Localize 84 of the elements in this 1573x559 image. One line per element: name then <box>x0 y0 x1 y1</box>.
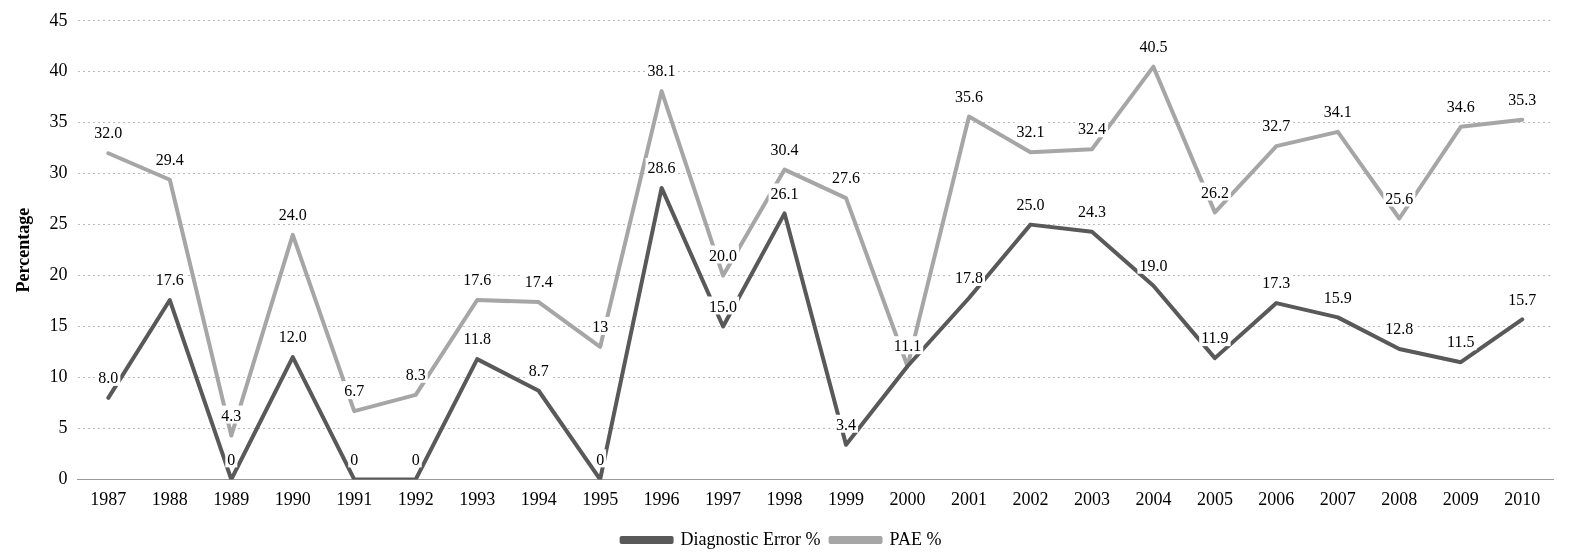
data-label: 13 <box>592 318 609 336</box>
data-label: 24.0 <box>278 206 307 224</box>
data-label: 6.7 <box>344 382 365 400</box>
data-label: 27.6 <box>832 169 861 187</box>
data-label: 11.8 <box>463 330 491 348</box>
data-label: 17.3 <box>1262 274 1291 292</box>
data-label: 24.3 <box>1077 202 1106 220</box>
y-tick-label: 5 <box>58 417 68 438</box>
x-tick-label: 1987 <box>90 488 127 509</box>
data-label: 35.6 <box>954 87 983 105</box>
data-label: 32.7 <box>1262 117 1291 135</box>
data-label: 34.6 <box>1446 97 1475 115</box>
x-tick-label: 2003 <box>1073 488 1110 509</box>
x-tick-label: 2000 <box>889 488 926 509</box>
y-tick-label: 30 <box>49 162 68 183</box>
data-label: 40.5 <box>1139 37 1168 55</box>
data-label: 11.5 <box>1447 333 1475 351</box>
x-tick-label: 2006 <box>1258 488 1295 509</box>
x-tick-label: 1996 <box>643 488 680 509</box>
x-tick-label: 1992 <box>397 488 434 509</box>
data-label: 28.6 <box>647 159 676 177</box>
x-tick-label: 1999 <box>828 488 865 509</box>
data-label: 17.8 <box>954 269 983 287</box>
data-label: 17.6 <box>155 271 184 289</box>
x-tick-label: 1988 <box>151 488 188 509</box>
data-label: 0 <box>411 450 420 468</box>
legend-label: PAE % <box>889 528 942 549</box>
y-tick-label: 20 <box>49 264 68 285</box>
data-label: 29.4 <box>155 150 184 168</box>
x-tick-label: 2002 <box>1012 488 1049 509</box>
y-tick-label: 15 <box>49 315 68 336</box>
data-label: 35.3 <box>1508 90 1537 108</box>
x-tick-label: 2001 <box>950 488 987 509</box>
data-label: 32.1 <box>1016 123 1045 141</box>
x-tick-label: 2010 <box>1504 488 1541 509</box>
data-label: 8.3 <box>405 366 426 384</box>
x-tick-label: 1991 <box>336 488 373 509</box>
data-label: 4.3 <box>221 406 242 424</box>
x-tick-label: 1994 <box>520 488 557 509</box>
x-tick-label: 1993 <box>459 488 496 509</box>
data-label: 12.0 <box>278 328 307 346</box>
y-tick-label: 0 <box>58 468 68 489</box>
y-tick-label: 35 <box>49 111 68 132</box>
data-label: 19.0 <box>1139 256 1168 274</box>
x-tick-label: 2009 <box>1442 488 1479 509</box>
data-label: 15.7 <box>1508 290 1537 308</box>
data-label: 32.4 <box>1077 120 1106 138</box>
legend-label: Diagnostic Error % <box>680 528 821 549</box>
data-label: 26.1 <box>770 184 799 202</box>
y-tick-label: 25 <box>49 213 68 234</box>
x-tick-label: 1998 <box>766 488 803 509</box>
x-tick-label: 1997 <box>705 488 742 509</box>
data-label: 20.0 <box>709 246 738 264</box>
x-tick-label: 1995 <box>582 488 619 509</box>
y-axis-title: Percentage <box>13 207 34 293</box>
data-label: 34.1 <box>1323 103 1352 121</box>
x-tick-label: 2008 <box>1381 488 1418 509</box>
data-label: 11.1 <box>893 337 922 355</box>
data-label: 25.0 <box>1016 195 1045 213</box>
data-label: 38.1 <box>647 62 676 80</box>
data-label: 0 <box>227 450 236 468</box>
data-label: 8.0 <box>98 369 119 387</box>
data-label: 25.6 <box>1385 189 1414 207</box>
x-tick-label: 2004 <box>1135 488 1172 509</box>
data-label: 17.4 <box>524 273 553 291</box>
data-label: 0 <box>596 450 605 468</box>
x-tick-label: 1989 <box>213 488 250 509</box>
data-label: 15.9 <box>1323 288 1352 306</box>
data-label: 30.4 <box>770 140 799 158</box>
y-tick-label: 40 <box>49 60 68 81</box>
data-label: 12.8 <box>1385 320 1414 338</box>
x-tick-label: 2005 <box>1196 488 1233 509</box>
data-label: 32.0 <box>94 124 123 142</box>
x-tick-label: 1990 <box>274 488 311 509</box>
data-label: 15.0 <box>709 297 738 315</box>
y-tick-label: 45 <box>49 9 68 30</box>
data-label: 26.2 <box>1200 183 1229 201</box>
data-label: 0 <box>350 450 359 468</box>
data-label: 3.4 <box>836 415 857 433</box>
x-tick-label: 2007 <box>1319 488 1356 509</box>
data-label: 11.9 <box>1201 329 1229 347</box>
y-tick-label: 10 <box>49 366 68 387</box>
data-label: 8.7 <box>528 361 549 379</box>
data-label: 17.6 <box>463 271 492 289</box>
